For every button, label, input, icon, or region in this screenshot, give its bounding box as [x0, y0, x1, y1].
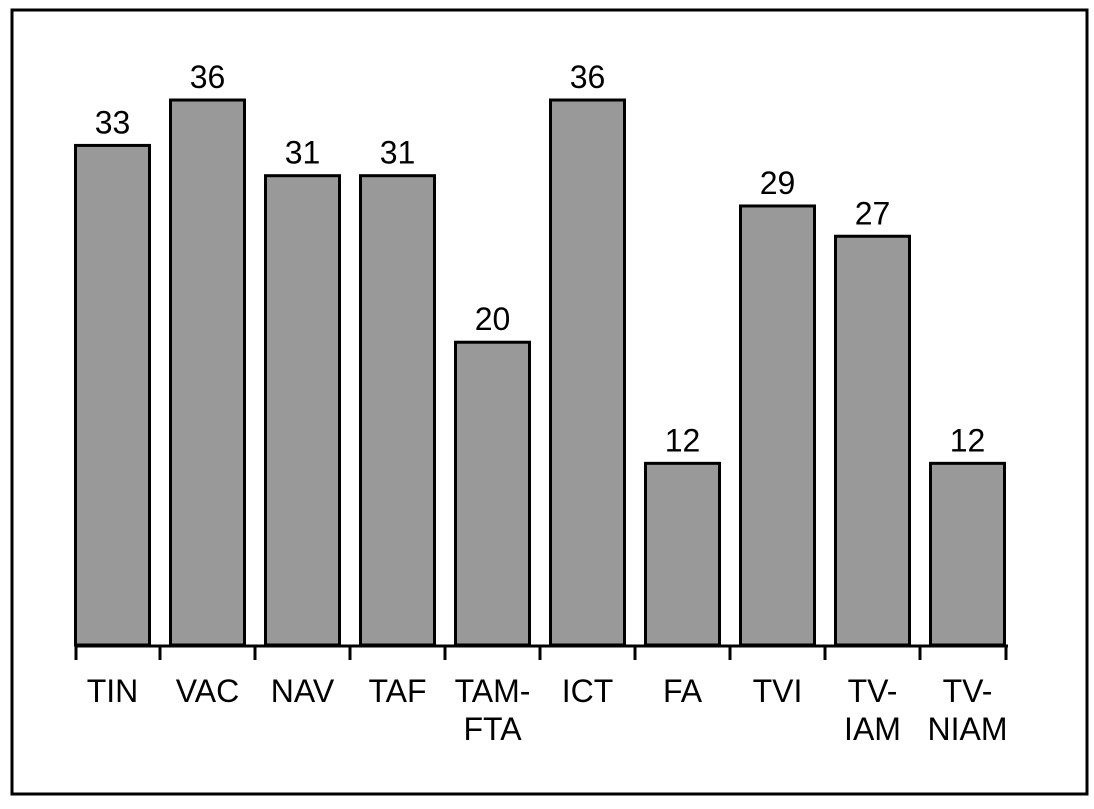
- x-tick-label: TV-NIAM: [928, 673, 1008, 747]
- x-tick-label: TV-IAM: [844, 673, 901, 747]
- bar: [834, 234, 911, 647]
- value-label: 36: [570, 59, 606, 95]
- x-tick-label: FA: [663, 673, 703, 709]
- bar: [169, 98, 246, 647]
- bar: [74, 143, 151, 647]
- value-label: 20: [475, 301, 511, 337]
- x-tick-label: VAC: [176, 673, 239, 709]
- bar: [739, 204, 816, 647]
- value-label: 27: [855, 195, 891, 231]
- x-tick-label: ICT: [562, 673, 614, 709]
- bar: [549, 98, 626, 647]
- bar: [454, 340, 531, 647]
- value-label: 31: [285, 135, 321, 171]
- value-label: 33: [95, 104, 131, 140]
- bar: [359, 174, 436, 647]
- value-label: 12: [665, 422, 701, 458]
- bar: [264, 174, 341, 647]
- bar: [644, 461, 721, 647]
- value-label: 12: [950, 422, 986, 458]
- value-label: 36: [190, 59, 226, 95]
- bar: [929, 461, 1006, 647]
- x-tick-label: NAV: [271, 673, 335, 709]
- x-tick-label: TAF: [368, 673, 426, 709]
- value-label: 31: [380, 135, 416, 171]
- x-tick-label: TIN: [87, 673, 139, 709]
- frame: [10, 8, 1089, 796]
- x-tick-label: TVI: [753, 673, 803, 709]
- value-label: 29: [760, 165, 796, 201]
- x-tick-label: TAM-FTA: [455, 673, 531, 747]
